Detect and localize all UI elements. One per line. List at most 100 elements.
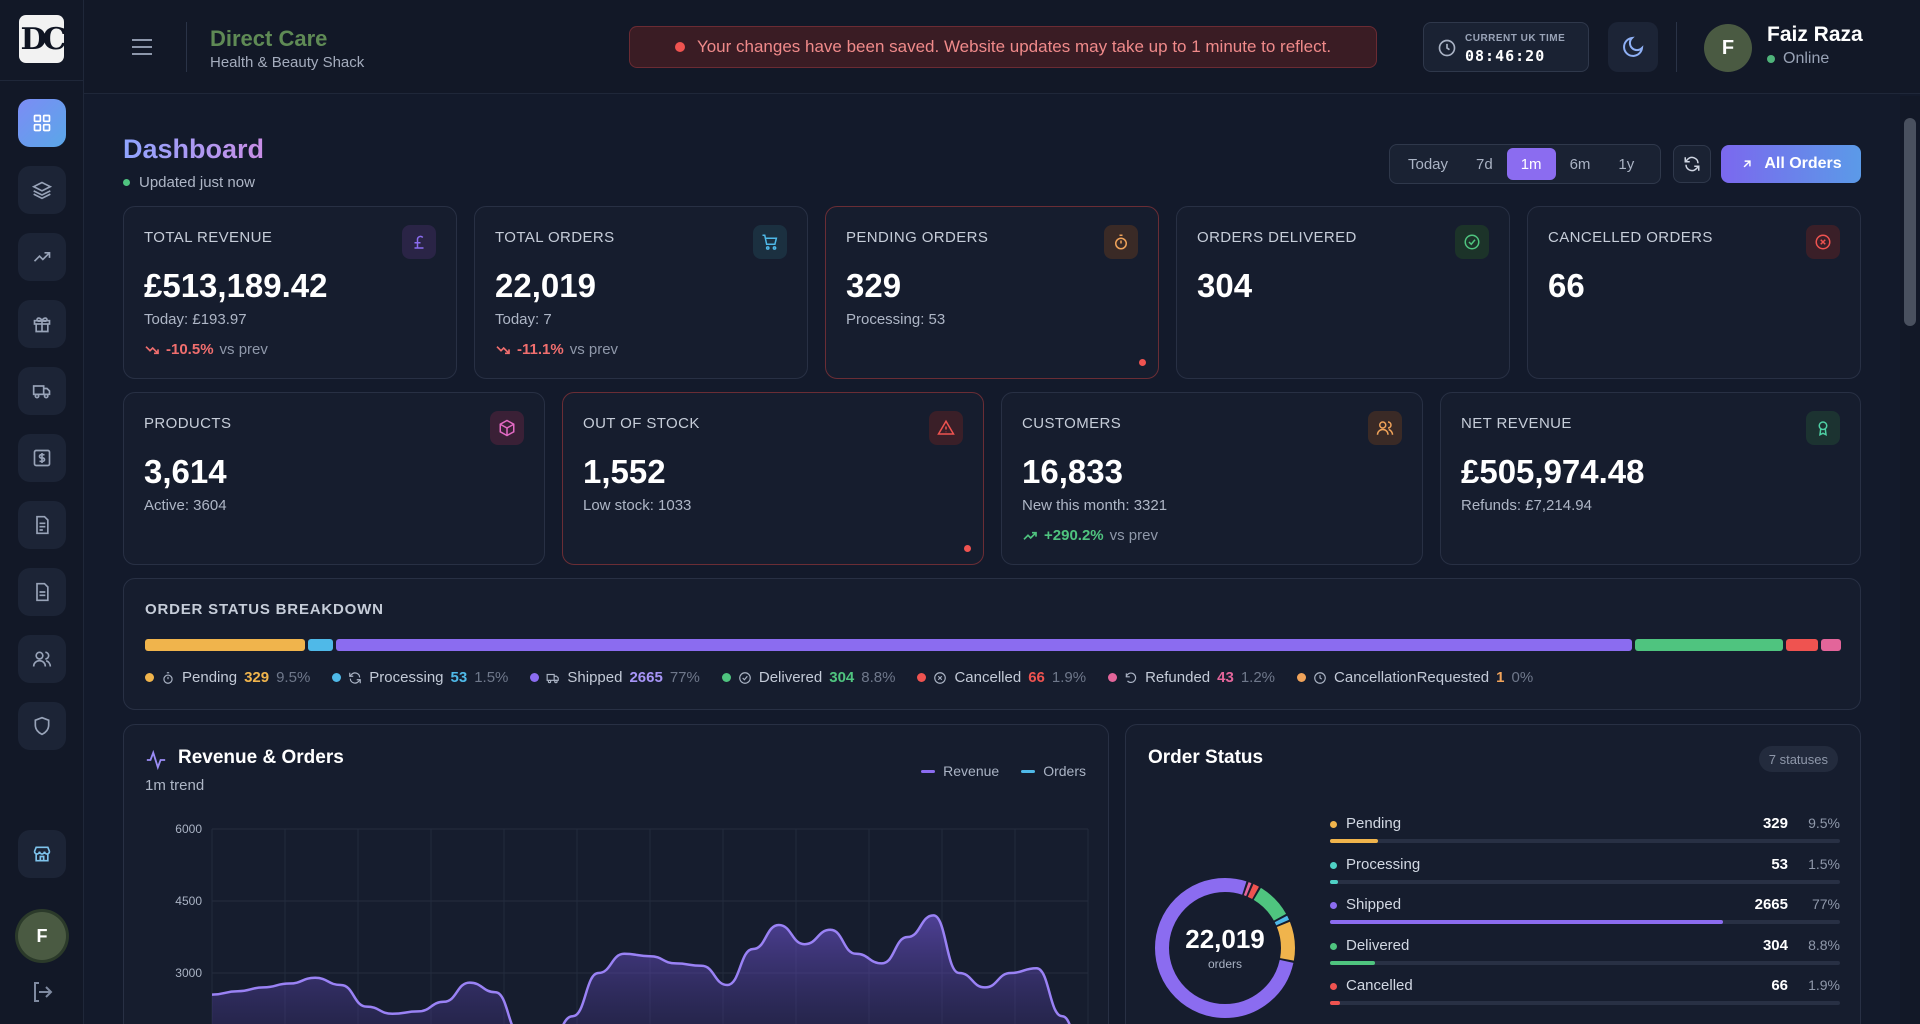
top-divider — [186, 22, 187, 72]
legend-item-delivered[interactable]: Delivered 304 8.8% — [721, 669, 895, 686]
legend-count: 304 — [829, 669, 855, 686]
donut-segment-shipped[interactable] — [1155, 878, 1295, 1018]
logout-icon[interactable] — [30, 980, 54, 1004]
breakdown-segment-processing[interactable] — [307, 639, 334, 651]
updated-text: Updated just now — [139, 174, 255, 191]
all-orders-button[interactable]: All Orders — [1721, 145, 1861, 183]
timer-icon — [163, 671, 173, 684]
order-status-donut[interactable] — [1150, 873, 1300, 1023]
page-scrollbar-track[interactable] — [1900, 96, 1920, 1024]
save-notification-banner: Your changes have been saved. Website up… — [629, 26, 1377, 68]
range-1y-button[interactable]: 1y — [1618, 155, 1635, 173]
range-today-button[interactable]: Today — [1408, 155, 1449, 173]
cart-icon — [753, 225, 787, 259]
legend-dot — [917, 673, 927, 682]
brand-logo[interactable]: DC — [19, 15, 66, 63]
stat-card-net-revenue[interactable]: NET REVENUE £505,974.48 Refunds: £7,214.… — [1440, 392, 1861, 565]
trending-up-icon — [1023, 531, 1037, 540]
page-scrollbar-thumb[interactable] — [1904, 118, 1916, 326]
alert-dot-icon — [964, 545, 971, 552]
legend-item-shipped[interactable]: Shipped 2665 77% — [530, 669, 700, 686]
breakdown-segment-delivered[interactable] — [1634, 639, 1783, 651]
status-dot — [1330, 983, 1337, 990]
status-row-pending[interactable]: Pending 329 9.5% — [1330, 813, 1840, 854]
legend-name: CancellationRequested — [1334, 669, 1490, 686]
range-1m-button[interactable]: 1m — [1506, 148, 1556, 180]
status-row-delivered[interactable]: Delivered 304 8.8% — [1330, 935, 1840, 976]
sidebar-item-invoices[interactable] — [18, 501, 66, 549]
range-6m-button[interactable]: 6m — [1569, 155, 1591, 173]
stat-card-out-of-stock[interactable]: OUT OF STOCK 1,552 Low stock: 1033 — [562, 392, 984, 565]
legend-item-cancelled[interactable]: Cancelled 66 1.9% — [917, 669, 1086, 686]
sidebar-item-analytics[interactable] — [18, 233, 66, 281]
legend-item-processing[interactable]: Processing 53 1.5% — [332, 669, 508, 686]
card-label: NET REVENUE — [1461, 415, 1572, 432]
sidebar-avatar[interactable]: F — [18, 912, 66, 960]
sidebar-item-dashboard[interactable] — [18, 99, 66, 147]
legend-revenue[interactable]: Revenue — [921, 763, 999, 779]
legend-item-pending[interactable]: Pending 329 9.5% — [145, 669, 310, 686]
card-subtext: Today: 7 — [495, 311, 552, 328]
revenue-series-line[interactable] — [211, 914, 1088, 1024]
status-name: Processing — [1346, 855, 1421, 873]
sidebar-item-store[interactable] — [18, 830, 66, 878]
sidebar-item-shipping[interactable] — [18, 367, 66, 415]
sidebar-item-promotions[interactable] — [18, 300, 66, 348]
card-value: 304 — [1197, 267, 1253, 304]
stat-card-pending-orders[interactable]: PENDING ORDERS 329 Processing: 53 — [825, 206, 1159, 379]
sidebar-item-security[interactable] — [18, 702, 66, 750]
sidebar-item-finance[interactable] — [18, 434, 66, 482]
card-value: 329 — [846, 267, 902, 304]
top-bar: Direct Care Health & Beauty Shack Your c… — [84, 0, 1920, 94]
stat-card-total-revenue[interactable]: TOTAL REVENUE £513,189.42 Today: £193.97… — [123, 206, 457, 379]
uk-time-widget: CURRENT UK TIME 08:46:20 — [1423, 22, 1589, 72]
trending-down-icon — [145, 345, 159, 354]
sidebar-item-users[interactable] — [18, 635, 66, 683]
refresh-icon — [1684, 156, 1700, 172]
breakdown-segment-pending[interactable] — [145, 639, 305, 651]
card-trend: -11.1% vs prev — [495, 341, 618, 358]
check-circle-icon — [1455, 225, 1489, 259]
status-count: 53 — [1771, 855, 1788, 873]
stat-card-cancelled-orders[interactable]: CANCELLED ORDERS 66 — [1527, 206, 1861, 379]
legend-orders[interactable]: Orders — [1021, 763, 1086, 779]
breakdown-legend: Pending 329 9.5% Processing 53 1.5% Ship… — [145, 669, 1533, 686]
hamburger-menu-icon[interactable] — [130, 36, 154, 58]
revenue-area-chart[interactable]: 6000450030001500 — [124, 805, 1110, 1024]
theme-toggle-button[interactable] — [1608, 22, 1658, 72]
breakdown-segment-refunded[interactable] — [1820, 639, 1841, 651]
status-row-shipped[interactable]: Shipped 2665 77% — [1330, 894, 1840, 935]
user-name[interactable]: Faiz Raza — [1767, 23, 1863, 46]
timer-icon — [1104, 225, 1138, 259]
legend-item-cancellation-requested[interactable]: CancellationRequested 1 0% — [1297, 669, 1533, 686]
status-bar-fill — [1330, 839, 1379, 843]
stat-card-customers[interactable]: CUSTOMERS 16,833 New this month: 3321 +2… — [1001, 392, 1423, 565]
sidebar-item-documents[interactable] — [18, 568, 66, 616]
sidebar-item-layers[interactable] — [18, 166, 66, 214]
user-avatar[interactable]: F — [1704, 24, 1752, 72]
y-tick-label: 4500 — [175, 894, 202, 908]
legend-line — [921, 769, 936, 773]
refresh-button[interactable] — [1673, 145, 1711, 183]
stat-card-total-orders[interactable]: TOTAL ORDERS 22,019 Today: 7 -11.1% vs p… — [474, 206, 808, 379]
award-icon — [1806, 411, 1840, 445]
stat-card-products[interactable]: PRODUCTS 3,614 Active: 3604 — [123, 392, 545, 565]
activity-icon — [146, 749, 166, 771]
breakdown-segment-cancelled[interactable] — [1785, 639, 1818, 651]
warning-icon — [929, 411, 963, 445]
range-7d-button[interactable]: 7d — [1476, 155, 1493, 173]
dollar-icon — [33, 449, 51, 467]
card-value: 66 — [1548, 267, 1585, 304]
status-pct: 1.9% — [1808, 977, 1840, 993]
breakdown-segment-shipped[interactable] — [336, 639, 1632, 651]
status-row-processing[interactable]: Processing 53 1.5% — [1330, 854, 1840, 895]
card-value: 3,614 — [144, 453, 227, 490]
donut-segment-pending[interactable] — [1155, 878, 1295, 1018]
status-dot — [1330, 942, 1337, 950]
status-row-cancelled[interactable]: Cancelled 66 1.9% — [1330, 975, 1840, 1016]
card-value: £513,189.42 — [144, 267, 328, 304]
legend-item-refunded[interactable]: Refunded 43 1.2% — [1108, 669, 1275, 686]
live-dot-icon — [123, 179, 130, 186]
stat-card-orders-delivered[interactable]: ORDERS DELIVERED 304 — [1176, 206, 1510, 379]
status-count-badge: 7 statuses — [1758, 746, 1838, 772]
